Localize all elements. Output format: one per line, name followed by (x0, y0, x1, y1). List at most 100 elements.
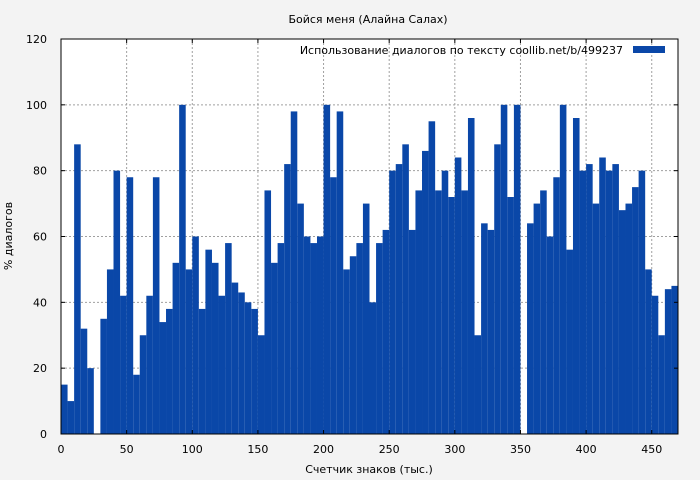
x-tick-label: 450 (641, 443, 662, 456)
bar (664, 289, 672, 434)
bar (422, 150, 429, 434)
bar (185, 269, 193, 434)
bar (513, 104, 521, 434)
bar (257, 335, 265, 434)
bar (494, 144, 501, 435)
bar (179, 104, 186, 434)
bar (80, 328, 88, 434)
bar (152, 177, 160, 434)
bar (605, 170, 613, 434)
bar (159, 322, 167, 434)
bar (533, 203, 541, 434)
bar (198, 308, 206, 434)
y-tick-label: 100 (26, 99, 47, 112)
bar (382, 229, 390, 434)
y-tick-label: 40 (33, 296, 47, 309)
bar (572, 118, 580, 434)
bar (369, 302, 377, 434)
y-tick-label: 80 (33, 165, 47, 178)
y-tick-label: 20 (33, 362, 47, 375)
bar (474, 335, 482, 434)
bar (126, 177, 134, 434)
bar (389, 170, 396, 434)
bar (343, 269, 350, 434)
x-tick-label: 100 (182, 443, 203, 456)
bar (251, 308, 258, 434)
bar (139, 335, 147, 434)
bar (618, 210, 626, 434)
bar (238, 292, 245, 434)
bar (487, 229, 495, 434)
bar (290, 111, 298, 435)
chart-title: Бойся меня (Алайна Салах) (288, 13, 447, 26)
bar (100, 318, 107, 434)
bar (579, 170, 587, 434)
bar (408, 229, 416, 434)
y-tick-label: 60 (33, 231, 47, 244)
legend-swatch (633, 46, 665, 53)
bar (133, 374, 140, 434)
bar (415, 190, 423, 434)
bar (218, 295, 226, 434)
legend: Использование диалогов по тексту coollib… (300, 44, 665, 57)
bar (395, 164, 403, 435)
x-tick-label: 300 (444, 443, 465, 456)
bar (461, 190, 468, 434)
bar (402, 144, 409, 435)
bar (559, 104, 567, 434)
bar (592, 203, 600, 434)
bar (651, 295, 659, 434)
bar (553, 177, 560, 434)
bar (277, 243, 285, 434)
bar (231, 282, 239, 434)
bar (599, 157, 606, 434)
x-tick-label: 50 (120, 443, 134, 456)
x-tick-label: 250 (379, 443, 400, 456)
bar (146, 295, 153, 434)
x-tick-label: 400 (576, 443, 597, 456)
y-tick-label: 0 (40, 428, 47, 441)
bar (336, 111, 344, 435)
bar (356, 243, 363, 434)
bar (106, 269, 114, 434)
bars (61, 104, 679, 435)
bar (87, 368, 94, 434)
bar (540, 190, 547, 434)
bar (297, 203, 304, 434)
bar (205, 249, 212, 434)
bar (271, 262, 278, 434)
bar (264, 190, 272, 434)
bar (441, 170, 449, 434)
bar (645, 269, 652, 434)
bar (448, 197, 455, 434)
bar (566, 249, 573, 434)
bar (74, 144, 81, 435)
bar (211, 262, 219, 434)
bar (612, 164, 619, 435)
bar (172, 262, 180, 434)
bar (225, 243, 232, 434)
bar (192, 236, 199, 434)
bar (120, 295, 127, 434)
bar (586, 164, 593, 435)
x-axis-label: Счетчик знаков (тыс.) (305, 463, 433, 476)
bar (435, 190, 442, 434)
x-tick-label: 200 (313, 443, 334, 456)
bar (166, 308, 173, 434)
bar (527, 223, 534, 434)
bar (244, 302, 252, 434)
bar (316, 236, 324, 434)
x-tick-label: 350 (510, 443, 531, 456)
bar (658, 335, 665, 434)
bar (362, 203, 370, 434)
bar (507, 197, 514, 434)
bar (310, 243, 317, 434)
bar (428, 121, 436, 435)
bar (113, 170, 121, 434)
bar (284, 164, 291, 435)
bar (376, 243, 383, 434)
bar (61, 384, 68, 434)
bar (323, 104, 331, 434)
bar (632, 187, 639, 434)
